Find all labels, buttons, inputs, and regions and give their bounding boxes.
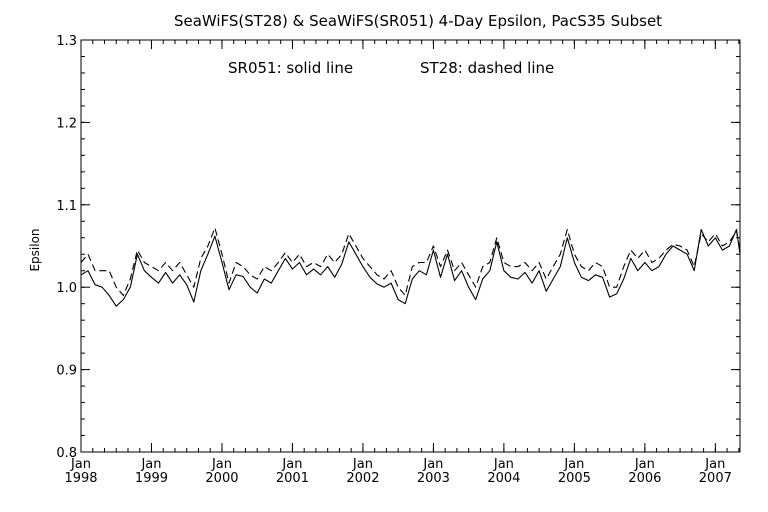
y-tick-label: 1.1 xyxy=(56,199,77,214)
x-tick-year: 2000 xyxy=(205,471,238,486)
y-tick-label: 0.8 xyxy=(56,446,77,461)
x-tick-year: 2001 xyxy=(276,471,309,486)
x-tick-month: Jan xyxy=(563,457,584,472)
x-tick-month: Jan xyxy=(422,457,443,472)
x-tick-month: Jan xyxy=(140,457,161,472)
x-tick-year: 2003 xyxy=(417,471,450,486)
x-tick-month: Jan xyxy=(704,457,725,472)
annotation-dashed-line: ST28: dashed line xyxy=(420,59,554,77)
y-axis-label: Epsilon xyxy=(28,228,42,271)
x-tick-month: Jan xyxy=(211,457,232,472)
x-tick-year: 2002 xyxy=(346,471,379,486)
annotation-solid-line: SR051: solid line xyxy=(228,59,353,77)
y-tick-label: 0.9 xyxy=(56,364,77,379)
x-tick-month: Jan xyxy=(634,457,655,472)
x-axis: Jan1998Jan1999Jan2000Jan2001Jan2002Jan20… xyxy=(64,40,740,486)
series-layer xyxy=(80,227,741,307)
x-tick-year: 2005 xyxy=(558,471,591,486)
y-tick-label: 1.3 xyxy=(56,34,77,49)
x-tick-month: Jan xyxy=(352,457,373,472)
y-axis: 0.8 0.9 1.0 1.1 1.2 1.3 xyxy=(56,34,740,461)
y-tick-label: 1.0 xyxy=(56,281,77,296)
series-line-st28 xyxy=(80,227,741,296)
x-tick-year: 1998 xyxy=(64,471,97,486)
series-line-sr051 xyxy=(80,228,741,307)
x-tick-year: 2006 xyxy=(628,471,661,486)
plot-frame xyxy=(80,39,741,453)
x-tick-year: 1999 xyxy=(135,471,168,486)
chart-title: SeaWiFS(ST28) & SeaWiFS(SR051) 4-Day Eps… xyxy=(174,12,662,30)
x-tick-month: Jan xyxy=(281,457,302,472)
y-tick-label: 1.2 xyxy=(56,116,77,131)
x-tick-year: 2004 xyxy=(487,471,520,486)
x-tick-month: Jan xyxy=(493,457,514,472)
x-tick-month: Jan xyxy=(70,457,91,472)
x-tick-year: 2007 xyxy=(699,471,732,486)
